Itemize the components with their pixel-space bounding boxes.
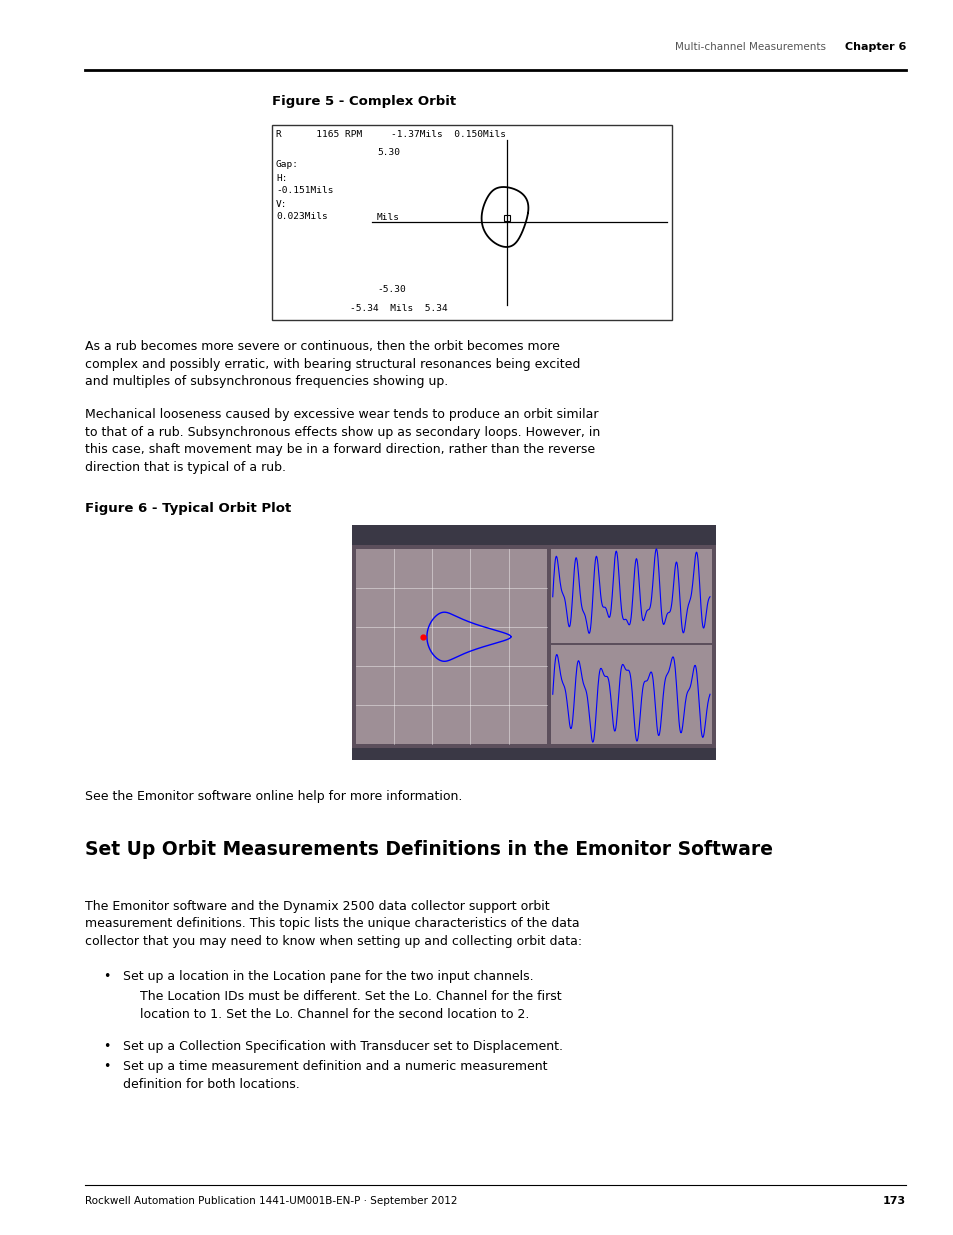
Text: R      1165 RPM     -1.37Mils  0.150Mils: R 1165 RPM -1.37Mils 0.150Mils <box>275 130 505 140</box>
Bar <box>272 125 671 320</box>
Text: Set up a Collection Specification with Transducer set to Displacement.: Set up a Collection Specification with T… <box>123 1040 562 1053</box>
Bar <box>550 645 711 743</box>
Bar <box>352 525 716 760</box>
Bar <box>504 215 509 221</box>
Text: and multiples of subsynchronous frequencies showing up.: and multiples of subsynchronous frequenc… <box>85 375 448 388</box>
Text: The Emonitor software and the Dynamix 2500 data collector support orbit: The Emonitor software and the Dynamix 25… <box>85 900 549 913</box>
Text: Chapter 6: Chapter 6 <box>843 42 905 52</box>
Text: Mechanical looseness caused by excessive wear tends to produce an orbit similar: Mechanical looseness caused by excessive… <box>85 408 598 421</box>
Text: 173: 173 <box>882 1195 905 1207</box>
Text: Set up a time measurement definition and a numeric measurement: Set up a time measurement definition and… <box>123 1060 547 1073</box>
Text: Gap:: Gap: <box>275 161 298 169</box>
Text: Set up a location in the Location pane for the two input channels.: Set up a location in the Location pane f… <box>123 969 533 983</box>
Bar <box>550 550 711 642</box>
Bar <box>355 550 546 743</box>
Text: direction that is typical of a rub.: direction that is typical of a rub. <box>85 461 286 473</box>
Text: location to 1. Set the Lo. Channel for the second location to 2.: location to 1. Set the Lo. Channel for t… <box>140 1008 529 1020</box>
Text: Figure 6 - Typical Orbit Plot: Figure 6 - Typical Orbit Plot <box>85 501 291 515</box>
Text: V:: V: <box>275 200 287 209</box>
Text: Set Up Orbit Measurements Definitions in the Emonitor Software: Set Up Orbit Measurements Definitions in… <box>85 840 772 860</box>
Text: The Location IDs must be different. Set the Lo. Channel for the first: The Location IDs must be different. Set … <box>140 990 561 1003</box>
Text: H:: H: <box>275 174 287 183</box>
Text: this case, shaft movement may be in a forward direction, rather than the reverse: this case, shaft movement may be in a fo… <box>85 443 595 456</box>
Text: complex and possibly erratic, with bearing structural resonances being excited: complex and possibly erratic, with beari… <box>85 357 579 370</box>
Text: -0.151Mils: -0.151Mils <box>275 186 334 195</box>
Text: -5.30: -5.30 <box>376 285 405 294</box>
Bar <box>352 525 716 545</box>
Text: -5.34  Mils  5.34: -5.34 Mils 5.34 <box>350 304 447 312</box>
Text: Figure 5 - Complex Orbit: Figure 5 - Complex Orbit <box>272 95 456 107</box>
Bar <box>352 748 716 760</box>
Text: See the Emonitor software online help for more information.: See the Emonitor software online help fo… <box>85 790 462 803</box>
Text: 5.30: 5.30 <box>376 148 399 157</box>
Text: •: • <box>103 969 111 983</box>
Text: Mils: Mils <box>376 212 399 222</box>
Text: •: • <box>103 1060 111 1073</box>
Text: to that of a rub. Subsynchronous effects show up as secondary loops. However, in: to that of a rub. Subsynchronous effects… <box>85 426 599 438</box>
Text: Multi-channel Measurements: Multi-channel Measurements <box>675 42 825 52</box>
Text: Rockwell Automation Publication 1441-UM001B-EN-P · September 2012: Rockwell Automation Publication 1441-UM0… <box>85 1195 457 1207</box>
Text: measurement definitions. This topic lists the unique characteristics of the data: measurement definitions. This topic list… <box>85 918 579 930</box>
Text: 0.023Mils: 0.023Mils <box>275 212 328 221</box>
Text: definition for both locations.: definition for both locations. <box>123 1077 299 1091</box>
Text: As a rub becomes more severe or continuous, then the orbit becomes more: As a rub becomes more severe or continuo… <box>85 340 559 353</box>
Text: collector that you may need to know when setting up and collecting orbit data:: collector that you may need to know when… <box>85 935 581 948</box>
Text: •: • <box>103 1040 111 1053</box>
